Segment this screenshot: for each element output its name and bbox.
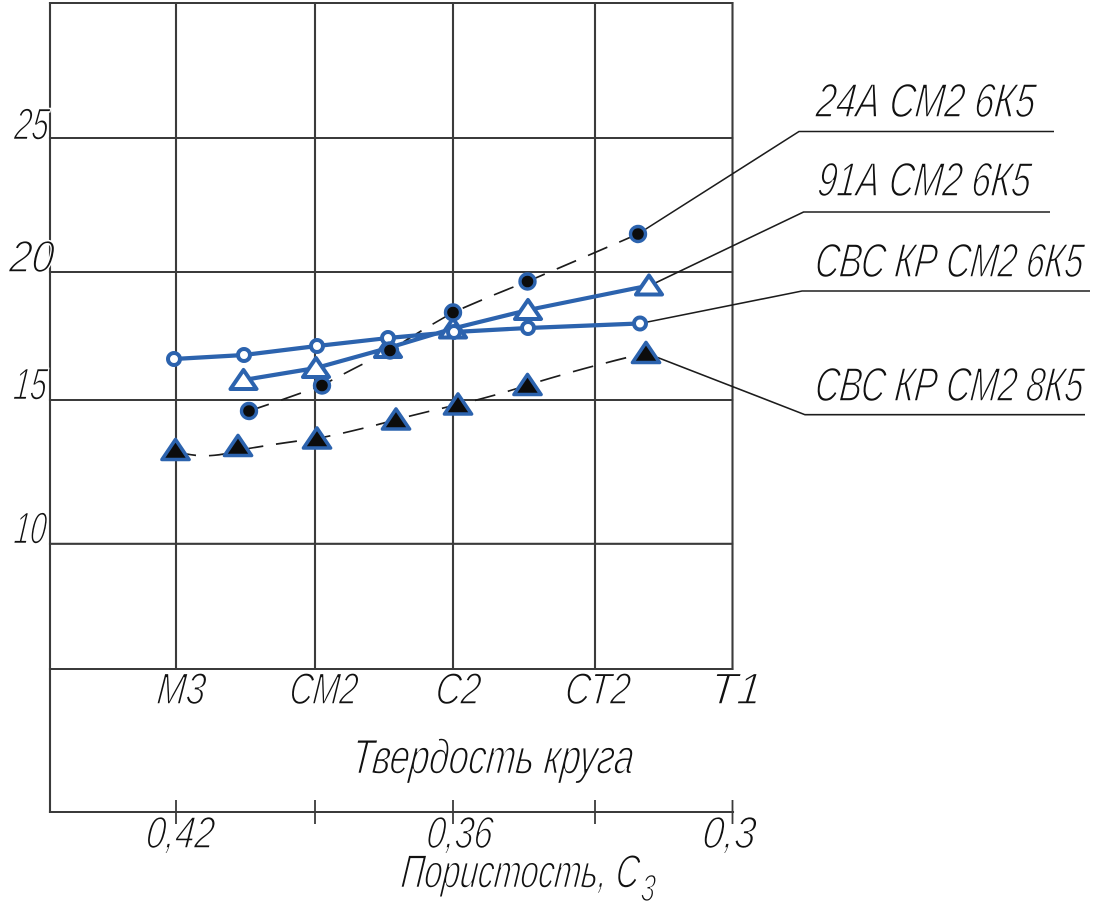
svg-text:С2: С2 (433, 665, 483, 714)
svg-text:91А СМ2 6К5: 91А СМ2 6К5 (815, 153, 1034, 207)
svg-text:25: 25 (12, 99, 53, 150)
svg-text:24А СМ2 6К5: 24А СМ2 6К5 (813, 74, 1039, 128)
svg-text:20: 20 (7, 231, 57, 282)
svg-text:СВС КР СМ2 8К5: СВС КР СМ2 8К5 (813, 358, 1087, 412)
svg-text:Твердость круга: Твердость круга (349, 731, 637, 785)
svg-text:10: 10 (12, 503, 49, 554)
svg-text:0,42: 0,42 (144, 807, 217, 858)
svg-text:СТ2: СТ2 (563, 665, 633, 714)
svg-text:0,3: 0,3 (700, 807, 758, 858)
svg-text:0,36: 0,36 (424, 807, 496, 858)
svg-text:3: 3 (639, 868, 657, 910)
svg-text:Т1: Т1 (708, 665, 764, 714)
svg-text:М3: М3 (155, 665, 209, 714)
svg-text:15: 15 (11, 359, 50, 410)
svg-text:СВС КР СМ2 6К5: СВС КР СМ2 6К5 (813, 234, 1087, 288)
svg-text:СМ2: СМ2 (287, 665, 360, 714)
svg-text:Пористость, С: Пористость, С (399, 845, 643, 898)
